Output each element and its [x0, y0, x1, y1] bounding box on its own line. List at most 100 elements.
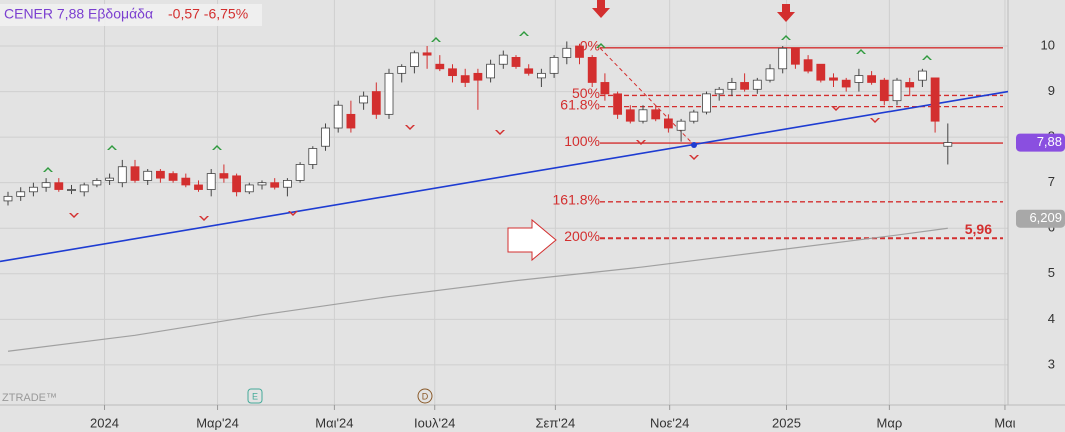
candle-body — [575, 45, 584, 58]
header-title: CENER 7,88 Εβδομάδα — [4, 6, 153, 22]
candle-body — [181, 177, 191, 186]
arrow-down — [592, 0, 610, 18]
watermark: ZTRADE™ — [2, 392, 57, 404]
candle-body — [422, 52, 432, 56]
candle-body — [371, 91, 381, 115]
y-tick-label: 7 — [1048, 174, 1055, 189]
candle-body — [892, 79, 902, 102]
candle-body — [537, 72, 546, 79]
ma-price-label: 6,209 — [1029, 210, 1062, 225]
candle-body — [435, 63, 445, 70]
ma-price-box — [1016, 209, 1065, 228]
dividend-icon-letter: D — [422, 391, 429, 401]
candle-body — [702, 93, 711, 113]
candle-body — [600, 82, 610, 95]
anchor-point — [691, 142, 697, 148]
candle-body — [638, 109, 648, 122]
candle-body — [295, 164, 305, 181]
candle-body — [79, 184, 89, 193]
fib-label: 61.8% — [560, 96, 600, 112]
trendline — [0, 90, 1009, 263]
grid — [0, 0, 1008, 405]
x-tick-label: 2024 — [90, 415, 119, 430]
candle-body — [511, 57, 521, 67]
candle-body — [714, 88, 724, 95]
candle-body — [410, 52, 419, 67]
candle-body — [130, 166, 140, 181]
candle-body — [270, 182, 280, 188]
event-icon-letter: E — [252, 391, 258, 401]
candle-body — [689, 111, 699, 122]
candle-body — [816, 63, 826, 81]
header-box — [0, 4, 262, 26]
y-tick-label: 5 — [1048, 265, 1055, 280]
candle-body — [117, 166, 127, 184]
candle-body — [651, 109, 661, 120]
candle-body — [486, 63, 496, 79]
candle-body — [854, 75, 864, 83]
candle-body — [219, 173, 229, 179]
candle-body — [613, 93, 623, 115]
candle-body — [232, 175, 242, 193]
candle-body — [778, 47, 788, 70]
x-tick-label: Μαι'24 — [315, 415, 353, 430]
event-icon — [247, 388, 263, 404]
candle-body — [143, 170, 153, 181]
candle-body — [283, 180, 292, 188]
candle-body — [321, 127, 330, 147]
candle-body — [168, 173, 178, 181]
candle-body — [384, 72, 394, 115]
x-tick-label: Μαι — [994, 415, 1015, 430]
candle-body — [346, 113, 356, 129]
lines — [0, 90, 1009, 352]
candle-body — [676, 120, 686, 131]
candle-body — [664, 118, 673, 129]
candle-body — [498, 54, 508, 65]
x-tick-label: 2025 — [772, 415, 801, 430]
candle-body — [803, 59, 813, 72]
candle-body — [3, 195, 13, 202]
candle-body — [727, 82, 737, 90]
candle-body — [194, 184, 203, 190]
y-tick-label: 3 — [1048, 356, 1055, 371]
candle-body — [333, 104, 343, 129]
moving-average — [7, 227, 948, 352]
candle-body — [460, 75, 470, 83]
y-tick-label: 10 — [1041, 37, 1055, 52]
candle-body — [29, 186, 38, 193]
down-signals — [69, 0, 880, 221]
candle-body — [67, 189, 76, 191]
x-tick-label: Σεπ'24 — [535, 415, 575, 430]
candle-body — [918, 70, 927, 81]
candle-body — [359, 95, 369, 104]
candle-body — [206, 173, 216, 190]
candle-body — [156, 170, 165, 179]
candle-body — [930, 77, 940, 122]
candle-body — [740, 82, 750, 90]
candle-body — [524, 68, 534, 74]
candle-body — [841, 79, 851, 88]
candle-body — [587, 57, 597, 83]
fib-label: 100% — [564, 133, 600, 149]
last-price-label: 7,88 — [1037, 134, 1062, 149]
candle-body — [448, 68, 457, 77]
y-tick-label: 9 — [1048, 83, 1055, 98]
candle-body — [257, 182, 267, 186]
candle-body — [867, 75, 877, 83]
candle-body — [308, 148, 318, 165]
candle-body — [397, 66, 407, 74]
header-change: -0,57 -6,75% — [168, 6, 248, 22]
candle-body — [92, 180, 102, 186]
candle-body — [244, 184, 254, 193]
last-price-box — [1016, 133, 1065, 152]
x-tick-label: Μαρ'24 — [196, 415, 239, 430]
candle-body — [905, 82, 915, 88]
candle-body — [625, 109, 635, 122]
fib-label: 0% — [580, 38, 600, 54]
candle-body — [16, 191, 26, 197]
y-tick-label: 4 — [1048, 311, 1055, 326]
axes: 3456789102024Μαρ'24Μαι'24Ιουλ'24Σεπ'24Νο… — [90, 37, 1065, 430]
